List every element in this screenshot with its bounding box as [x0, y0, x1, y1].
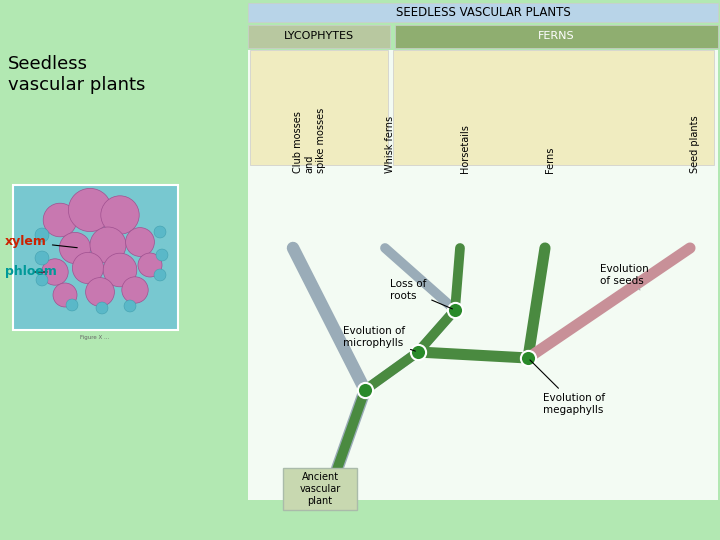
- Circle shape: [154, 269, 166, 281]
- Point: [522, 354, 534, 362]
- Circle shape: [156, 249, 168, 261]
- Text: Evolution
of seeds: Evolution of seeds: [600, 264, 649, 290]
- Text: FERNS: FERNS: [538, 31, 575, 41]
- FancyBboxPatch shape: [13, 185, 178, 330]
- Text: Whisk ferns: Whisk ferns: [385, 116, 395, 173]
- Circle shape: [35, 251, 49, 265]
- FancyBboxPatch shape: [395, 25, 718, 48]
- FancyBboxPatch shape: [248, 50, 718, 500]
- Text: Figure X ...: Figure X ...: [81, 335, 109, 340]
- Circle shape: [103, 253, 137, 287]
- Circle shape: [125, 227, 154, 256]
- Circle shape: [86, 278, 114, 306]
- Circle shape: [73, 252, 104, 284]
- Text: xylem: xylem: [5, 235, 77, 248]
- FancyBboxPatch shape: [248, 3, 718, 22]
- Text: Ferns: Ferns: [545, 147, 555, 173]
- Text: Seedless
vascular plants: Seedless vascular plants: [8, 55, 145, 94]
- Circle shape: [35, 228, 49, 242]
- Circle shape: [138, 253, 162, 277]
- Text: Evolution of
megaphylls: Evolution of megaphylls: [530, 360, 605, 415]
- Circle shape: [59, 232, 91, 264]
- FancyBboxPatch shape: [250, 50, 388, 165]
- Circle shape: [36, 274, 48, 286]
- Circle shape: [101, 196, 139, 234]
- Circle shape: [96, 302, 108, 314]
- Point: [359, 386, 371, 394]
- Circle shape: [53, 283, 77, 307]
- Text: Evolution of
microphylls: Evolution of microphylls: [343, 326, 415, 351]
- Text: LYCOPHYTES: LYCOPHYTES: [284, 31, 354, 41]
- FancyBboxPatch shape: [248, 25, 390, 48]
- FancyBboxPatch shape: [283, 468, 357, 510]
- Circle shape: [154, 226, 166, 238]
- Circle shape: [66, 299, 78, 311]
- Circle shape: [42, 259, 68, 285]
- Text: Loss of
roots: Loss of roots: [390, 279, 452, 309]
- Text: Club mosses
and
spike mosses: Club mosses and spike mosses: [293, 108, 326, 173]
- Circle shape: [124, 300, 136, 312]
- Text: SEEDLESS VASCULAR PLANTS: SEEDLESS VASCULAR PLANTS: [395, 5, 570, 18]
- Text: Ancient
vascular
plant: Ancient vascular plant: [300, 472, 341, 505]
- Point: [413, 348, 424, 356]
- Circle shape: [68, 188, 112, 232]
- Text: phloem: phloem: [5, 266, 57, 279]
- Text: Horsetails: Horsetails: [460, 124, 470, 173]
- Circle shape: [43, 203, 77, 237]
- Text: Seed plants: Seed plants: [690, 116, 700, 173]
- Point: [449, 306, 461, 314]
- FancyBboxPatch shape: [393, 50, 714, 165]
- Circle shape: [90, 227, 126, 263]
- Circle shape: [122, 277, 148, 303]
